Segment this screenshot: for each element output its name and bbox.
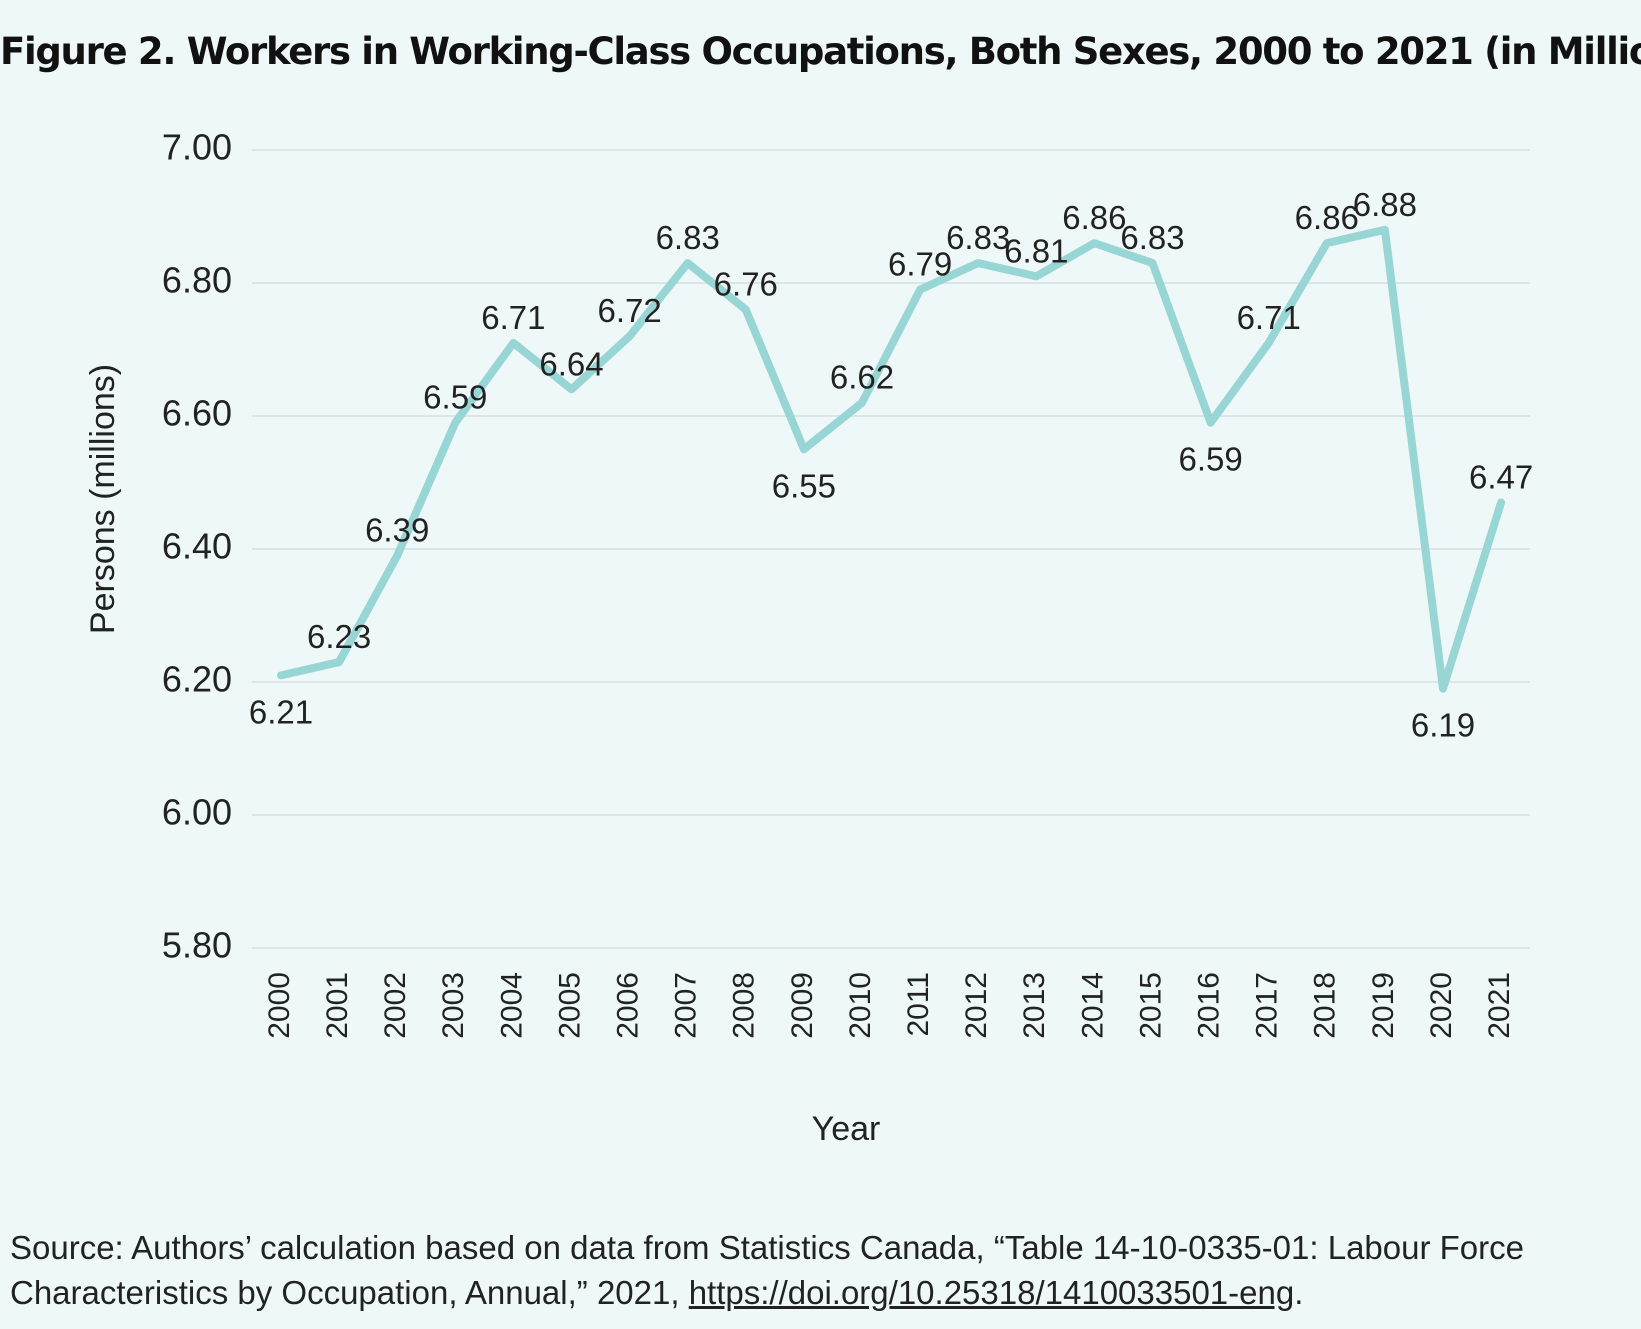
x-tick-label: 2010 <box>844 972 877 1039</box>
x-tick-label: 2020 <box>1425 972 1458 1039</box>
data-label: 6.71 <box>1237 299 1301 336</box>
x-tick-label: 2011 <box>902 972 935 1037</box>
y-tick-label: 6.20 <box>162 659 232 700</box>
x-tick-label: 2006 <box>612 972 645 1039</box>
data-label: 6.83 <box>946 219 1010 256</box>
data-label: 6.39 <box>365 512 429 549</box>
data-label: 6.19 <box>1411 707 1475 744</box>
data-label: 6.72 <box>597 292 661 329</box>
data-label: 6.71 <box>481 299 545 336</box>
x-tick-label: 2017 <box>1251 972 1284 1039</box>
source-end: . <box>1294 1274 1304 1311</box>
data-label: 6.79 <box>888 246 952 283</box>
x-tick-label: 2021 <box>1483 972 1516 1039</box>
y-tick-label: 6.80 <box>162 260 232 301</box>
x-tick-label: 2015 <box>1134 972 1167 1039</box>
data-label: 6.76 <box>714 266 778 303</box>
x-tick-label: 2014 <box>1076 972 1109 1039</box>
y-axis-label: Persons (millions) <box>84 364 122 634</box>
data-label: 6.47 <box>1469 458 1533 495</box>
x-axis-label: Year <box>812 1110 881 1148</box>
data-label: 6.83 <box>1120 219 1184 256</box>
x-tick-label: 2018 <box>1309 972 1342 1039</box>
x-tick-label: 2002 <box>379 972 412 1039</box>
y-tick-label: 6.00 <box>162 792 232 833</box>
data-label: 6.64 <box>539 345 603 382</box>
x-tick-label: 2005 <box>553 972 586 1039</box>
data-label: 6.23 <box>307 618 371 655</box>
x-tick-label: 2004 <box>495 972 528 1039</box>
gridlines <box>252 149 1530 949</box>
data-label: 6.59 <box>423 379 487 416</box>
x-tick-label: 2009 <box>786 972 819 1039</box>
y-tick-label: 5.80 <box>162 925 232 966</box>
data-label: 6.55 <box>772 467 836 504</box>
series-line <box>277 225 1506 693</box>
chart-title: Figure 2. Workers in Working-Class Occup… <box>0 30 1641 73</box>
x-tick-label: 2000 <box>263 972 296 1039</box>
source-note: Source: Authors’ calculation based on da… <box>10 1225 1635 1315</box>
x-tick-label: 2007 <box>670 972 703 1039</box>
source-link[interactable]: https://doi.org/10.25318/1410033501-eng <box>688 1274 1295 1311</box>
y-tick-label: 6.60 <box>162 393 232 434</box>
x-tick-label: 2019 <box>1367 972 1400 1039</box>
data-label: 6.86 <box>1295 199 1359 236</box>
y-axis-ticks: 5.80 6.00 6.20 6.40 6.60 6.80 7.00 <box>162 127 232 966</box>
data-label: 6.81 <box>1004 232 1068 269</box>
source-text: Source: Authors’ calculation based on da… <box>10 1229 1524 1311</box>
data-label: 6.62 <box>830 359 894 396</box>
x-tick-label: 2001 <box>321 972 354 1039</box>
x-tick-label: 2013 <box>1018 972 1051 1039</box>
data-labels: 6.21 6.23 6.39 6.59 6.71 6.64 6.72 6.83 6.76 6.55… <box>249 186 1533 744</box>
x-axis-ticks: 2000 2001 2002 2003 2004 2005 2006 2007 2008 2009… <box>263 972 1516 1039</box>
y-tick-label: 7.00 <box>162 127 232 168</box>
y-tick-label: 6.40 <box>162 526 232 567</box>
x-tick-label: 2008 <box>728 972 761 1039</box>
data-label: 6.83 <box>656 219 720 256</box>
x-tick-label: 2012 <box>960 972 993 1039</box>
x-tick-label: 2003 <box>437 972 470 1039</box>
data-label: 6.59 <box>1178 441 1242 478</box>
x-tick-label: 2016 <box>1193 972 1226 1039</box>
data-label: 6.86 <box>1062 199 1126 236</box>
data-label: 6.21 <box>249 693 313 730</box>
data-label: 6.88 <box>1353 186 1417 223</box>
